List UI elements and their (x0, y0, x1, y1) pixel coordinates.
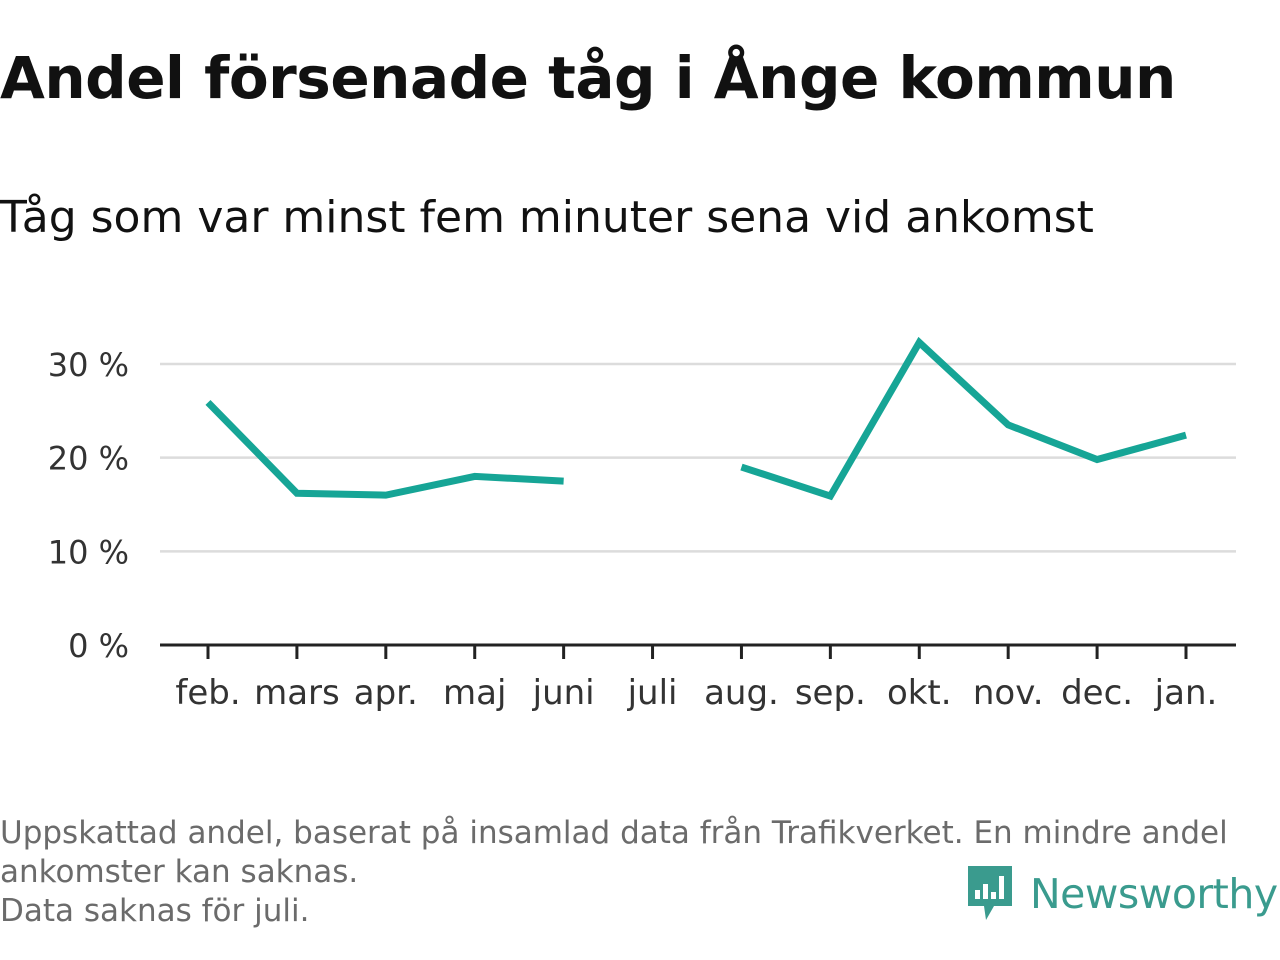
y-tick-label: 20 % (48, 440, 129, 478)
x-tick-label: apr. (354, 673, 418, 713)
x-tick-label: juni (532, 673, 595, 713)
footnote-line: ankomster kan saknas. (0, 854, 359, 890)
y-tick-label: 30 % (48, 346, 129, 384)
footnote-line: Uppskattad andel, baserat på insamlad da… (0, 815, 1228, 851)
brand-logo: Newsworthy (964, 862, 1278, 926)
chart-title: Andel försenade tåg i Ånge kommun (0, 44, 1176, 112)
footnote-line: Data saknas för juli. (0, 893, 310, 929)
x-tick-label: feb. (175, 673, 240, 713)
x-tick-label: juli (627, 673, 678, 713)
series-lines (205, 336, 1187, 501)
y-tick-label: 0 % (68, 627, 129, 665)
x-tick-label: aug. (704, 673, 779, 713)
y-tick-labels: 0 % 10 % 20 % 30 % (48, 346, 129, 665)
x-axis (160, 643, 1236, 659)
brand-name: Newsworthy (1030, 870, 1278, 918)
x-tick-label: maj (443, 673, 506, 713)
gridlines (160, 362, 1236, 553)
x-tick-label: dec. (1061, 673, 1133, 713)
x-tick-label: sep. (795, 673, 866, 713)
x-tick-labels: feb. mars apr. maj juni juli aug. sep. okt. nov. d… (175, 673, 1217, 713)
x-tick-label: jan. (1154, 673, 1218, 713)
y-tick-label: 10 % (48, 533, 129, 571)
x-tick-label: mars (254, 673, 340, 713)
x-tick-label: okt. (887, 673, 952, 713)
series-line-segment (205, 399, 564, 499)
series-line-segment (740, 336, 1187, 501)
newsworthy-logo-icon (968, 866, 1012, 920)
chart-subtitle: Tåg som var minst fem minuter sena vid a… (0, 192, 1094, 243)
x-tick-label: nov. (973, 673, 1044, 713)
footnote: Uppskattad andel, baserat på insamlad da… (0, 814, 1270, 931)
